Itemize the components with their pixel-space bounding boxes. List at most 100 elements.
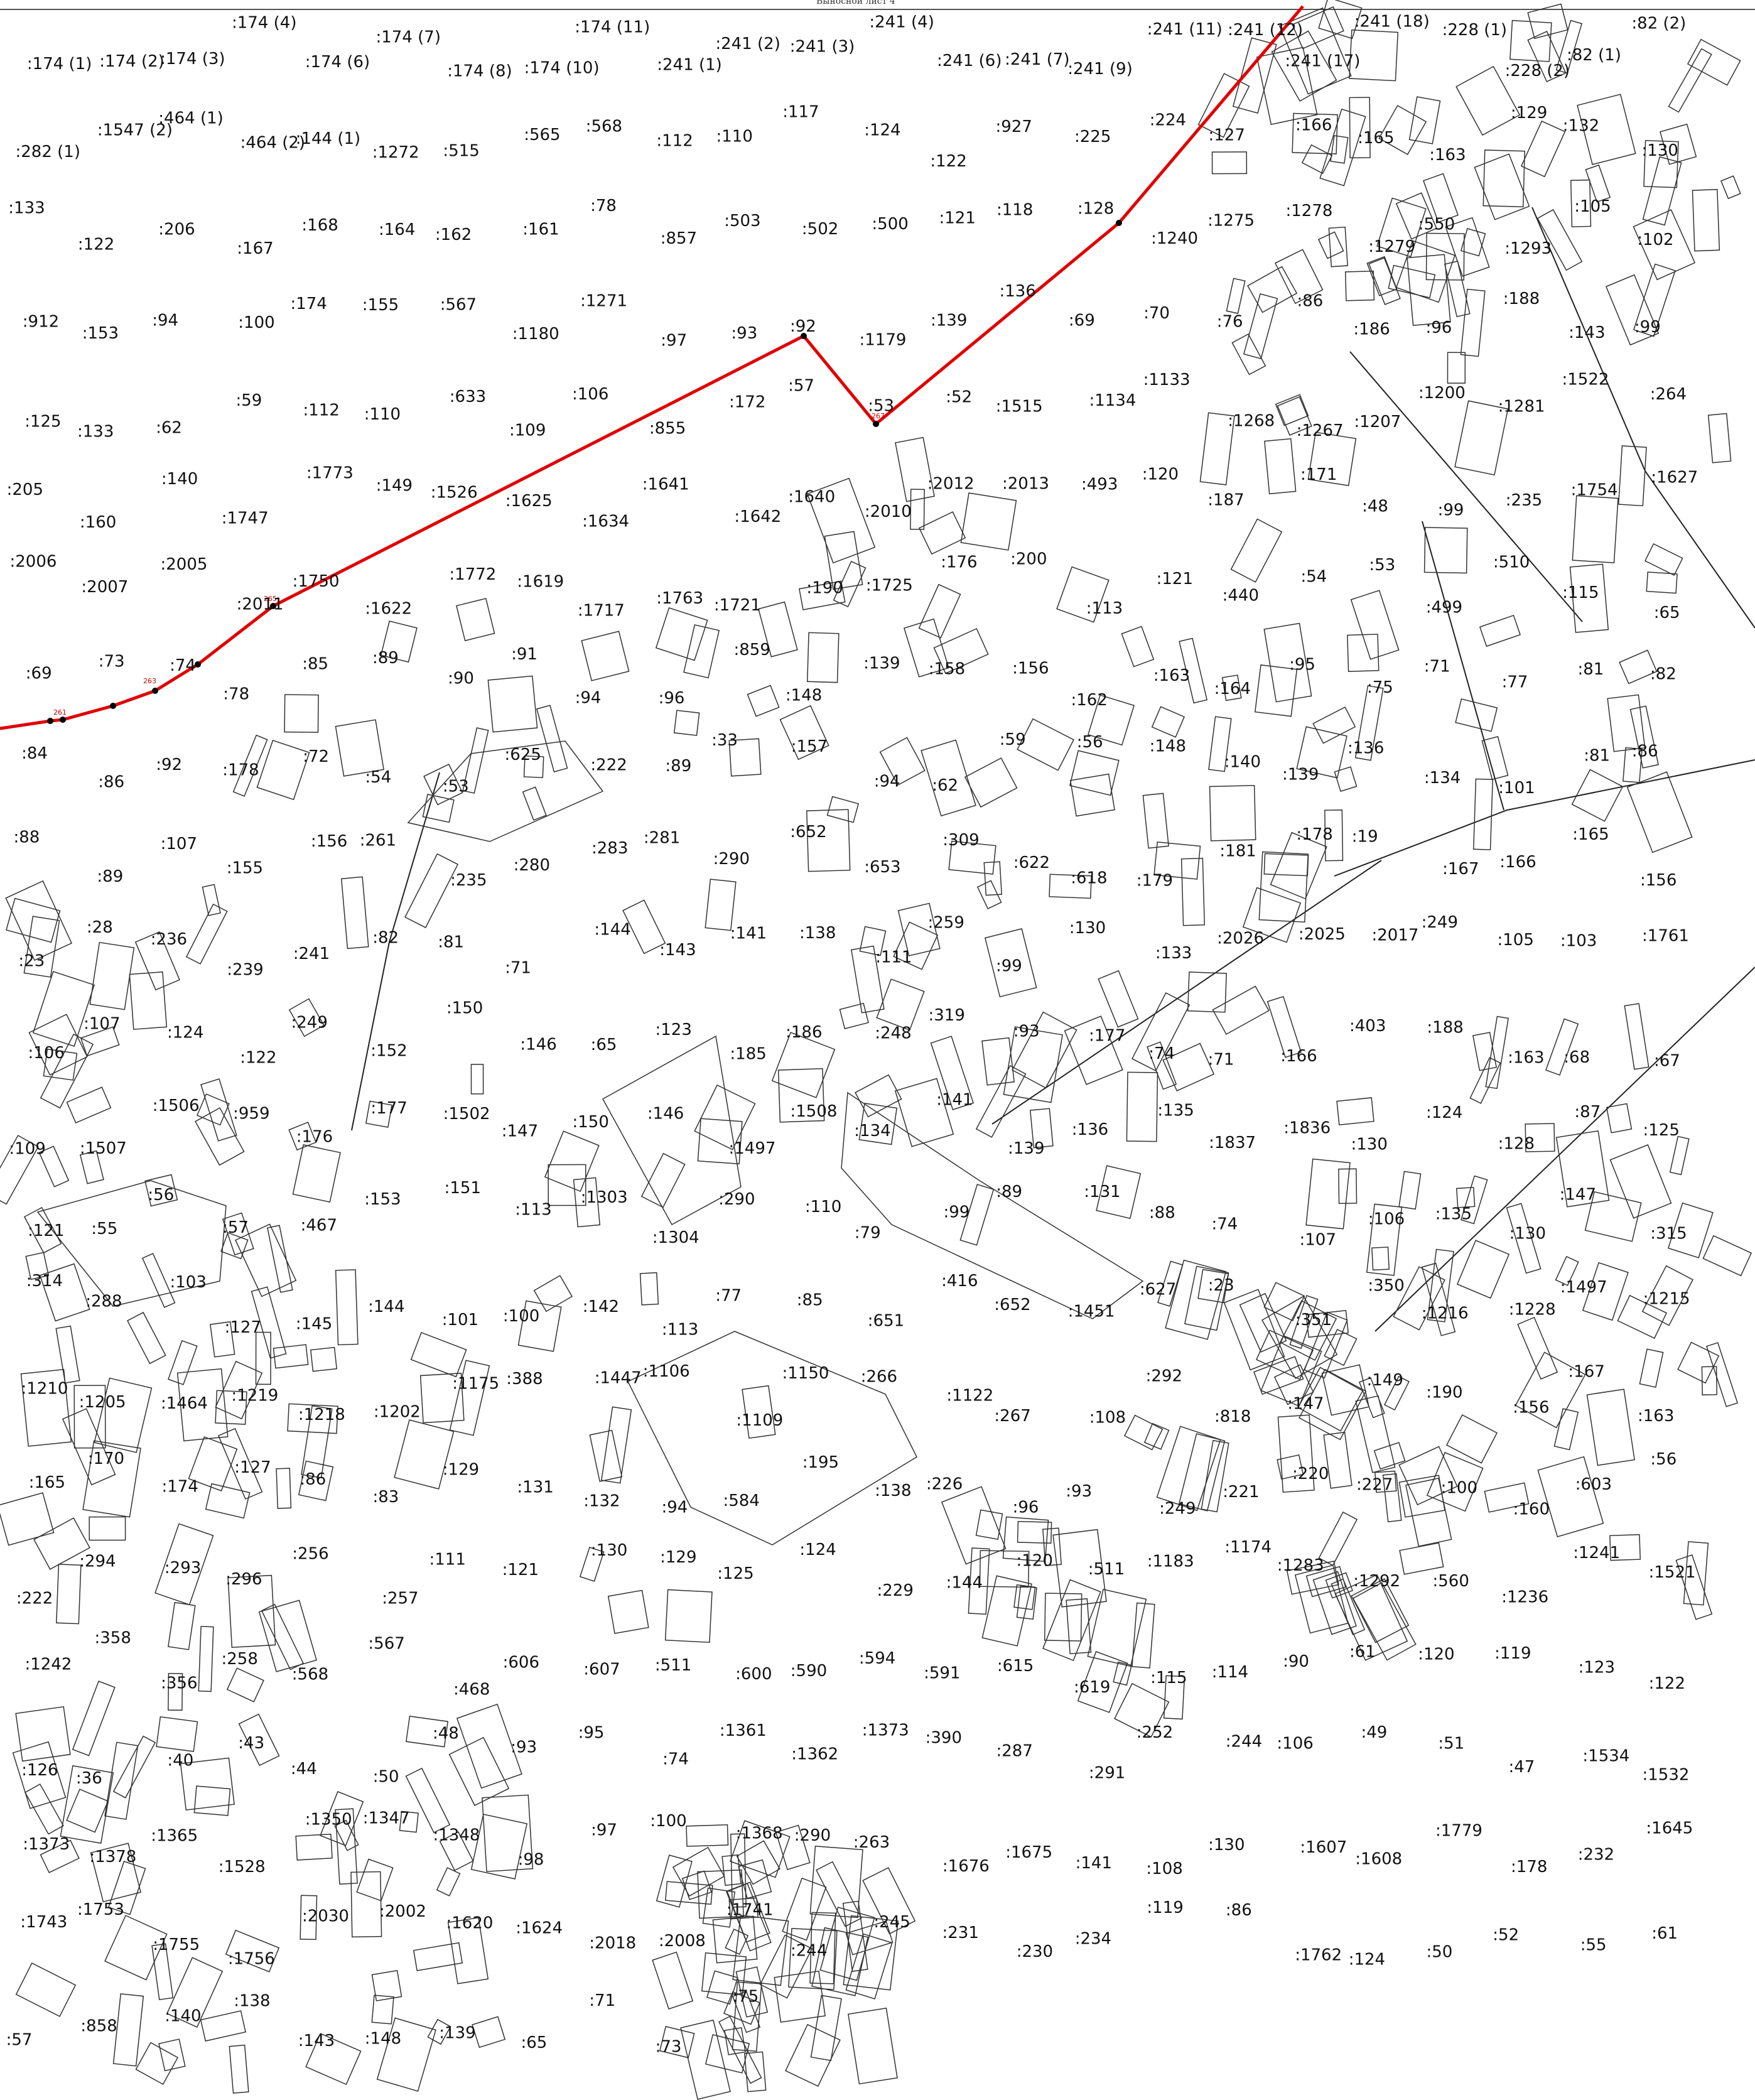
parcel-outline[interactable]	[1294, 1564, 1349, 1634]
parcel-outline[interactable]	[1312, 1571, 1357, 1635]
parcel-outline[interactable]	[855, 1074, 902, 1118]
parcel-outline[interactable]	[1667, 1202, 1714, 1258]
parcel-outline[interactable]	[1393, 1266, 1445, 1331]
parcel-outline[interactable]	[1002, 1516, 1049, 1562]
parcel-outline[interactable]	[1013, 1584, 1036, 1610]
parcel-outline[interactable]	[1087, 1588, 1147, 1667]
parcel-outline[interactable]	[1305, 1566, 1346, 1598]
parcel-outline[interactable]	[1572, 495, 1619, 563]
parcel-outline[interactable]	[1178, 1433, 1226, 1512]
parcel-outline[interactable]	[301, 1405, 333, 1478]
parcel-outline[interactable]	[1382, 1473, 1402, 1523]
parcel-outline[interactable]	[1209, 784, 1256, 842]
parcel-outline[interactable]	[235, 1223, 297, 1297]
parcel-outline[interactable]	[1239, 1292, 1287, 1353]
parcel-outline[interactable]	[288, 998, 325, 1037]
parcel-outline[interactable]	[1545, 1018, 1579, 1076]
parcel-outline[interactable]	[1553, 1408, 1579, 1451]
parcel-outline[interactable]	[215, 1390, 247, 1425]
parcel-outline[interactable]	[1292, 6, 1344, 50]
parcel-outline[interactable]	[743, 2051, 767, 2092]
parcel-outline[interactable]	[1633, 209, 1696, 281]
parcel-outline[interactable]	[166, 1957, 224, 2028]
parcel-outline[interactable]	[404, 853, 459, 929]
parcel-outline[interactable]	[198, 1626, 214, 1692]
parcel-outline[interactable]	[589, 1429, 623, 1482]
parcel-outline[interactable]	[365, 1100, 393, 1128]
parcel-outline[interactable]	[845, 1920, 894, 1956]
parcel-outline[interactable]	[200, 1078, 237, 1142]
parcel-outline[interactable]	[819, 1907, 875, 1981]
boundary-vertex-point[interactable]	[60, 717, 66, 723]
parcel-outline[interactable]	[1358, 1377, 1385, 1419]
parcel-outline[interactable]	[1629, 705, 1659, 769]
parcel-outline[interactable]	[320, 1791, 364, 1846]
parcel-outline[interactable]	[1607, 694, 1646, 752]
parcel-outline[interactable]	[215, 1360, 263, 1420]
parcel-outline[interactable]	[1003, 1026, 1063, 1103]
parcel-outline[interactable]	[918, 583, 961, 639]
parcel-outline[interactable]	[141, 1253, 176, 1308]
parcel-outline[interactable]	[782, 1877, 827, 1941]
parcel-outline[interactable]	[1399, 1542, 1444, 1575]
parcel-outline[interactable]	[1253, 1356, 1304, 1395]
parcel-outline[interactable]	[759, 1934, 813, 1999]
parcel-outline[interactable]	[1677, 1341, 1720, 1384]
parcel-outline[interactable]	[894, 1078, 954, 1147]
parcel-outline[interactable]	[705, 2034, 750, 2074]
parcel-outline[interactable]	[809, 1846, 863, 1919]
parcel-outline[interactable]	[298, 1460, 334, 1502]
parcel-outline[interactable]	[712, 1915, 758, 1964]
parcel-outline[interactable]	[112, 1993, 144, 2067]
parcel-outline[interactable]	[659, 2026, 695, 2059]
parcel-outline[interactable]	[1388, 264, 1436, 298]
parcel-outline[interactable]	[1472, 778, 1494, 850]
parcel-outline[interactable]	[217, 1427, 263, 1500]
parcel-outline[interactable]	[335, 1269, 359, 1346]
parcel-outline[interactable]	[1323, 1431, 1353, 1489]
parcel-outline[interactable]	[1336, 1097, 1374, 1126]
parcel-outline[interactable]	[895, 436, 935, 502]
parcel-outline[interactable]	[879, 737, 926, 786]
parcel-outline[interactable]	[1349, 29, 1399, 82]
parcel-outline[interactable]	[1586, 1388, 1636, 1466]
parcel-outline[interactable]	[1275, 249, 1324, 305]
parcel-outline[interactable]	[487, 675, 538, 733]
parcel-outline[interactable]	[1243, 293, 1278, 360]
parcel-outline[interactable]	[984, 928, 1037, 998]
parcel-outline[interactable]	[470, 1064, 484, 1095]
parcel-outline[interactable]	[176, 1368, 229, 1442]
parcel-outline[interactable]	[1286, 1561, 1339, 1595]
boundary-vertex-point[interactable]	[1116, 220, 1122, 226]
parcel-outline[interactable]	[1221, 674, 1242, 701]
parcel-outline[interactable]	[154, 1523, 214, 1606]
parcel-outline[interactable]	[1444, 261, 1471, 318]
parcel-outline[interactable]	[1584, 1191, 1642, 1242]
parcel-outline[interactable]	[1273, 1364, 1314, 1405]
parcel-outline[interactable]	[238, 1713, 280, 1767]
parcel-outline[interactable]	[334, 1819, 359, 1851]
parcel-outline[interactable]	[680, 2019, 731, 2100]
parcel-outline[interactable]	[1261, 1296, 1338, 1379]
parcel-outline[interactable]	[1509, 19, 1552, 62]
parcel-outline[interactable]	[903, 618, 949, 678]
parcel-outline[interactable]	[730, 1820, 791, 1878]
large-parcel-outline[interactable]	[602, 1035, 742, 1226]
parcel-outline[interactable]	[472, 2016, 506, 2049]
parcel-outline[interactable]	[777, 1068, 825, 1123]
parcel-outline[interactable]	[1454, 400, 1509, 476]
parcel-outline[interactable]	[910, 489, 925, 530]
parcel-outline[interactable]	[1319, 108, 1366, 187]
parcel-outline[interactable]	[581, 631, 630, 681]
parcel-outline[interactable]	[876, 978, 925, 1031]
parcel-outline[interactable]	[1126, 1071, 1158, 1142]
parcel-outline[interactable]	[205, 1483, 251, 1519]
parcel-outline[interactable]	[292, 1144, 341, 1203]
parcel-outline[interactable]	[40, 1839, 80, 1873]
parcel-outline[interactable]	[15, 1962, 77, 2017]
parcel-outline[interactable]	[806, 809, 851, 872]
parcel-outline[interactable]	[1012, 1011, 1077, 1089]
parcel-outline[interactable]	[1644, 543, 1683, 576]
parcel-outline[interactable]	[60, 1765, 114, 1844]
parcel-outline[interactable]	[1371, 1247, 1390, 1271]
